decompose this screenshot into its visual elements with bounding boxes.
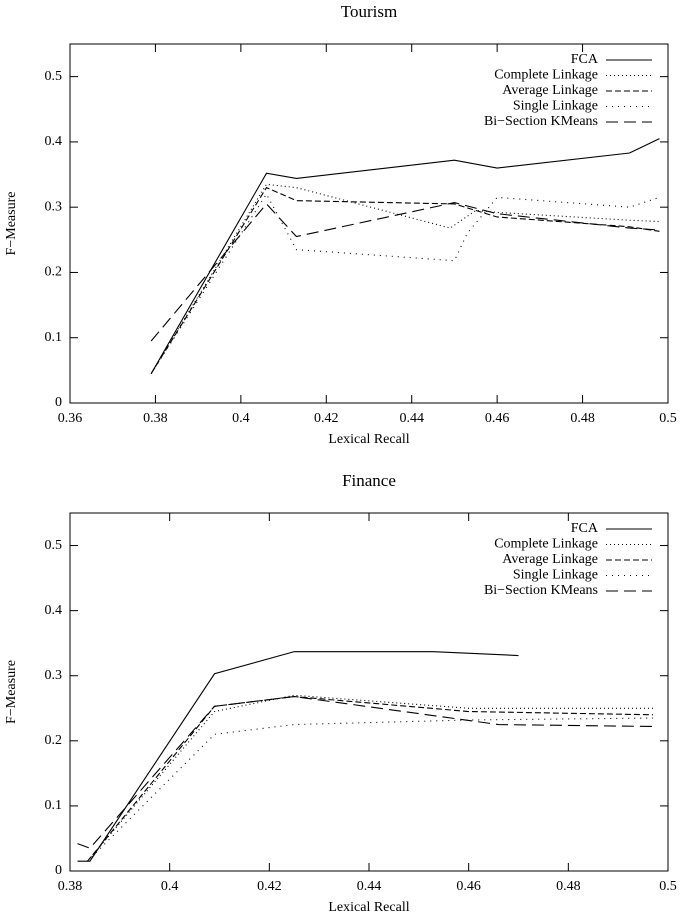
x-tick-label: 0.42 <box>314 411 339 426</box>
series-line <box>150 193 660 374</box>
legend-label: Average Linkage <box>502 83 598 98</box>
series-line <box>150 202 660 342</box>
x-tick-label: 0.36 <box>58 411 83 426</box>
y-tick-label: 0.2 <box>45 733 63 748</box>
x-tick-label: 0.46 <box>485 411 510 426</box>
y-tick-label: 0.2 <box>45 265 63 280</box>
legend-label: Complete Linkage <box>494 68 598 83</box>
x-axis-label: Lexical Recall <box>328 432 409 447</box>
legend-label: Single Linkage <box>513 99 598 114</box>
x-tick-label: 0.46 <box>456 879 481 894</box>
y-tick-label: 0.3 <box>45 668 63 683</box>
chart-title: Finance <box>342 471 396 490</box>
chart-title: Tourism <box>341 2 397 21</box>
x-tick-label: 0.42 <box>257 879 282 894</box>
y-tick-label: 0.3 <box>45 199 63 214</box>
y-tick-label: 0.5 <box>45 538 63 553</box>
plot-frame <box>69 43 669 404</box>
series-line <box>87 696 654 862</box>
legend-label: FCA <box>571 52 599 67</box>
y-tick-label: 0 <box>55 863 62 878</box>
y-tick-label: 0 <box>55 395 62 410</box>
y-tick-label: 0.4 <box>45 603 63 618</box>
y-tick-label: 0.1 <box>45 798 63 813</box>
legend-label: Average Linkage <box>502 552 598 567</box>
y-axis-label: F−Measure <box>4 660 19 724</box>
x-axis-label: Lexical Recall <box>328 900 409 915</box>
series-line <box>87 717 654 862</box>
x-tick-label: 0.5 <box>659 879 677 894</box>
x-tick-label: 0.38 <box>143 411 168 426</box>
x-tick-label: 0.5 <box>659 411 677 426</box>
legend-label: FCA <box>571 521 599 536</box>
series-line <box>150 138 660 374</box>
legend-label: Bi−Section KMeans <box>484 583 598 598</box>
series-line <box>77 696 654 849</box>
x-tick-label: 0.44 <box>357 879 382 894</box>
x-tick-label: 0.4 <box>232 411 250 426</box>
y-tick-label: 0.1 <box>45 330 63 345</box>
series-line <box>77 651 519 862</box>
x-tick-label: 0.44 <box>399 411 424 426</box>
y-tick-label: 0.4 <box>45 134 63 149</box>
legend-label: Complete Linkage <box>494 537 598 552</box>
x-tick-label: 0.38 <box>58 879 83 894</box>
x-tick-label: 0.48 <box>570 411 595 426</box>
x-tick-label: 0.4 <box>161 879 179 894</box>
y-tick-label: 0.5 <box>45 69 63 84</box>
y-axis-label: F−Measure <box>4 192 19 256</box>
legend-label: Bi−Section KMeans <box>484 114 598 129</box>
legend-label: Single Linkage <box>513 568 598 583</box>
series-line <box>150 186 660 374</box>
series-line <box>87 694 654 862</box>
x-tick-label: 0.48 <box>556 879 581 894</box>
